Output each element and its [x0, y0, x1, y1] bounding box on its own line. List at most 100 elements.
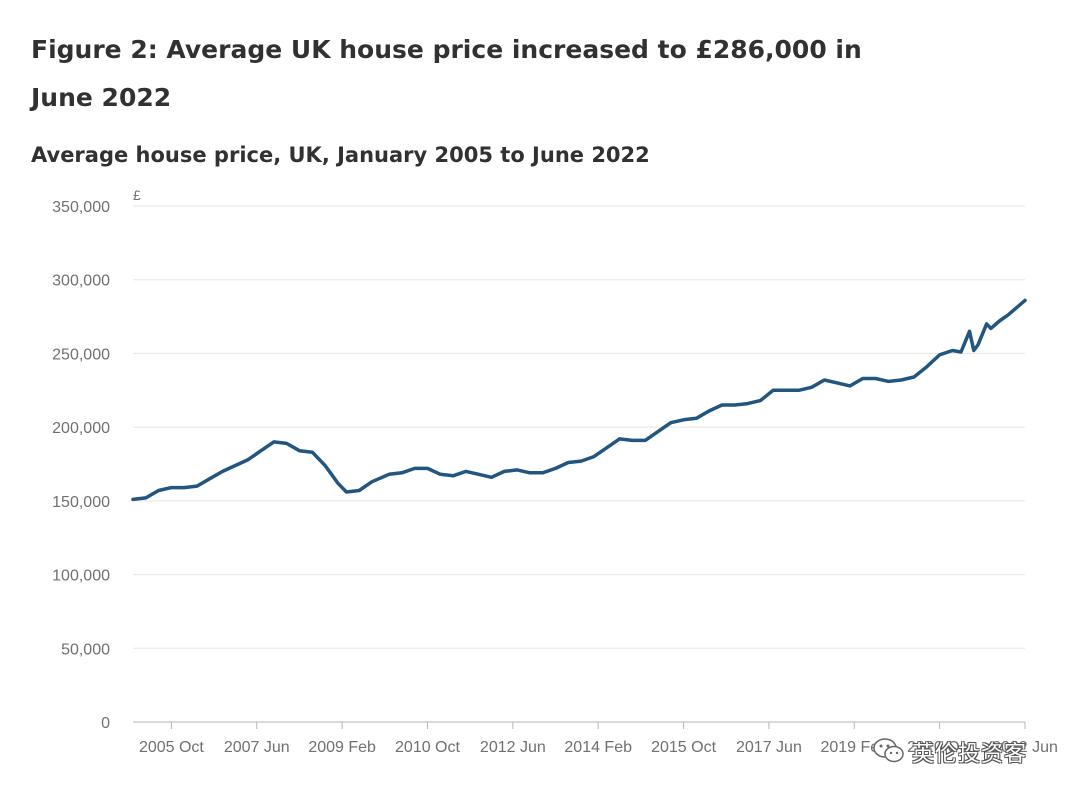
- x-tick-label: 2010 Oct: [395, 739, 460, 756]
- data-point: [144, 496, 147, 500]
- data-point: [772, 389, 775, 392]
- data-point: [515, 468, 519, 472]
- x-tick-label: 2020 Oct: [907, 739, 972, 756]
- data-point: [336, 482, 340, 485]
- x-tick-label: 2014 Feb: [564, 739, 632, 756]
- data-point: [1015, 306, 1018, 309]
- data-point: [503, 470, 506, 473]
- data-point: [631, 439, 634, 442]
- data-point: [298, 449, 301, 452]
- grid-lines: [133, 205, 1025, 723]
- y-tick-label: 300,000: [52, 273, 110, 290]
- data-point: [413, 467, 416, 470]
- chart-title: Average house price, UK, January 2005 to…: [31, 143, 650, 167]
- data-point: [976, 343, 980, 346]
- data-point: [464, 470, 468, 473]
- data-point: [968, 330, 971, 333]
- y-axis-tick-labels: 0 50,000 100,000 150,000 200,000 250,000 300,0…: [52, 199, 110, 732]
- data-point: [900, 378, 903, 382]
- series-line-0: [131, 298, 1027, 502]
- x-tick-label: 2017 Jun: [736, 739, 802, 756]
- data-point: [311, 451, 314, 454]
- data-point: [323, 464, 327, 467]
- data-point: [887, 380, 890, 383]
- data-point: [784, 389, 788, 392]
- data-point: [426, 467, 429, 470]
- data-point: [272, 440, 275, 444]
- y-tick-label: 150,000: [52, 494, 110, 511]
- data-point: [989, 327, 993, 330]
- data-point: [490, 476, 493, 479]
- data-point: [848, 384, 852, 388]
- x-tick-label: 2007 Jun: [224, 739, 290, 756]
- data-point: [400, 471, 404, 474]
- data-point: [746, 402, 749, 405]
- data-point: [234, 464, 237, 467]
- data-point: [370, 480, 374, 483]
- data-point: [541, 471, 544, 474]
- x-tick-label: 2019 Feb: [820, 739, 888, 756]
- data-point: [387, 473, 391, 476]
- data-point: [131, 498, 135, 501]
- data-point: [874, 377, 877, 380]
- data-point: [439, 473, 442, 476]
- x-tick-label: 2015 Oct: [651, 739, 716, 756]
- data-point: [554, 467, 557, 470]
- data-point: [183, 486, 186, 489]
- watermark-text: 英伦投资客: [912, 742, 1028, 767]
- data-point: [259, 449, 263, 452]
- data-point: [221, 470, 224, 473]
- watermark: 英伦投资客: [872, 734, 1072, 774]
- data-point: [823, 378, 826, 382]
- y-axis-unit-label: £: [133, 187, 141, 203]
- data-point: [959, 350, 963, 354]
- data-point: [836, 381, 839, 385]
- x-axis: 2005 Oct 2007 Jun 2009 Feb 2010 Oct 2012 Jun…: [139, 722, 1058, 756]
- y-tick-label: 350,000: [52, 199, 110, 216]
- x-tick-label: 2012 Jun: [480, 739, 546, 756]
- data-point: [605, 446, 608, 449]
- data-point: [759, 399, 762, 402]
- y-tick-label: 0: [101, 715, 110, 732]
- data-point: [797, 389, 800, 392]
- figure-title: Figure 2: Average UK house price increas…: [31, 35, 862, 112]
- data-point: [247, 458, 250, 461]
- data-point: [720, 403, 724, 407]
- data-point: [477, 473, 480, 476]
- y-tick-label: 250,000: [52, 346, 110, 363]
- data-point: [972, 349, 975, 352]
- series-group: [131, 298, 1027, 502]
- x-tick-label: 2009 Feb: [308, 739, 376, 756]
- y-tick-label: 50,000: [61, 641, 110, 658]
- y-tick-label: 100,000: [52, 568, 110, 585]
- data-point: [528, 471, 532, 474]
- data-point: [912, 375, 916, 379]
- data-point: [592, 455, 596, 458]
- x-tick-label: 2022 Jun: [992, 739, 1058, 756]
- data-point: [195, 484, 199, 488]
- data-point: [208, 477, 211, 480]
- data-point: [733, 403, 736, 407]
- data-point: [708, 409, 711, 413]
- data-point: [618, 437, 621, 441]
- data-point: [810, 386, 813, 389]
- data-point: [358, 489, 361, 492]
- data-point: [1023, 299, 1027, 302]
- data-point: [170, 486, 173, 489]
- x-tick-label: 2005 Oct: [139, 739, 204, 756]
- data-point: [157, 489, 160, 492]
- data-point: [451, 474, 455, 477]
- data-point: [695, 417, 698, 420]
- data-point: [644, 439, 647, 442]
- data-point: [682, 418, 685, 421]
- data-point: [925, 365, 928, 368]
- data-point: [998, 319, 1001, 323]
- data-point: [985, 322, 988, 326]
- data-point: [951, 349, 954, 352]
- y-tick-label: 200,000: [52, 420, 110, 437]
- data-point: [1006, 313, 1010, 317]
- data-point: [861, 377, 864, 380]
- wechat-logo-icon: [873, 738, 904, 763]
- data-point: [285, 442, 288, 445]
